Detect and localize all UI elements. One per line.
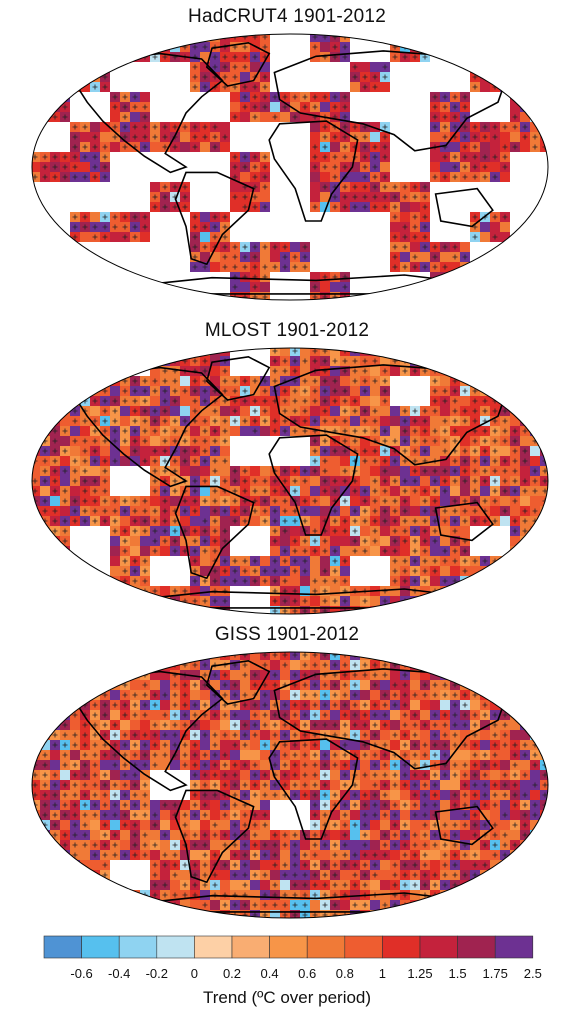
colorbar-swatch <box>306 935 346 959</box>
trend-map-hadcrut4 <box>31 33 549 301</box>
colorbar-swatch <box>457 935 496 959</box>
panel-title: GISS 1901-2012 <box>214 624 360 645</box>
colorbar-label: Trend (ºC over period) <box>202 988 372 1007</box>
colorbar-tick-label: 0.8 <box>336 966 354 981</box>
map-border <box>31 651 549 919</box>
map-panel-giss: GISS 1901-2012 <box>0 624 574 924</box>
colorbar-swatch <box>231 935 270 959</box>
colorbar-legend: -0.6 -0.4 -0.2 0 0.2 0.4 0.6 0.8 1 1.25 1.5 1.75 2.5… <box>0 934 574 1012</box>
colorbar-swatch <box>382 935 421 959</box>
colorbar-tick-label: -0.2 <box>146 966 168 981</box>
colorbar-tick-label: 1.75 <box>483 966 508 981</box>
colorbar-tick-label: 1.25 <box>407 966 432 981</box>
colorbar-tick-label: 1 <box>379 966 386 981</box>
colorbar-swatch <box>118 935 158 959</box>
trend-map-giss <box>31 651 549 919</box>
colorbar-swatch <box>494 935 534 959</box>
colorbar-tick-label: 0.6 <box>298 966 316 981</box>
colorbar: -0.6 -0.4 -0.2 0 0.2 0.4 0.6 0.8 1 1.25 1.5 1.75 2.5 <box>43 935 542 981</box>
map-panel-hadcrut4: HadCRUT4 1901-2012 <box>0 6 574 306</box>
colorbar-tick-label: 2.5 <box>524 966 542 981</box>
map-panel-mlost: MLOST 1901-2012 <box>0 320 574 620</box>
colorbar-tick-label: 1.5 <box>449 966 467 981</box>
colorbar-tick-label: 0.4 <box>261 966 279 981</box>
colorbar-tick-label: 0 <box>191 966 198 981</box>
colorbar-tick-label: -0.6 <box>70 966 92 981</box>
panel-title: MLOST 1901-2012 <box>204 320 370 341</box>
trend-map-mlost <box>31 347 549 615</box>
colorbar-swatch <box>156 935 195 959</box>
colorbar-swatch <box>81 935 120 959</box>
map-border <box>31 33 549 301</box>
colorbar-tick-label: -0.4 <box>108 966 130 981</box>
panel-title: HadCRUT4 1901-2012 <box>188 6 386 27</box>
colorbar-swatch <box>194 935 233 959</box>
map-border <box>31 347 549 615</box>
colorbar-swatch <box>43 935 82 959</box>
colorbar-swatch <box>269 935 308 959</box>
colorbar-tick-label: 0.2 <box>223 966 241 981</box>
colorbar-swatch <box>419 935 458 959</box>
colorbar-swatch <box>344 935 383 959</box>
